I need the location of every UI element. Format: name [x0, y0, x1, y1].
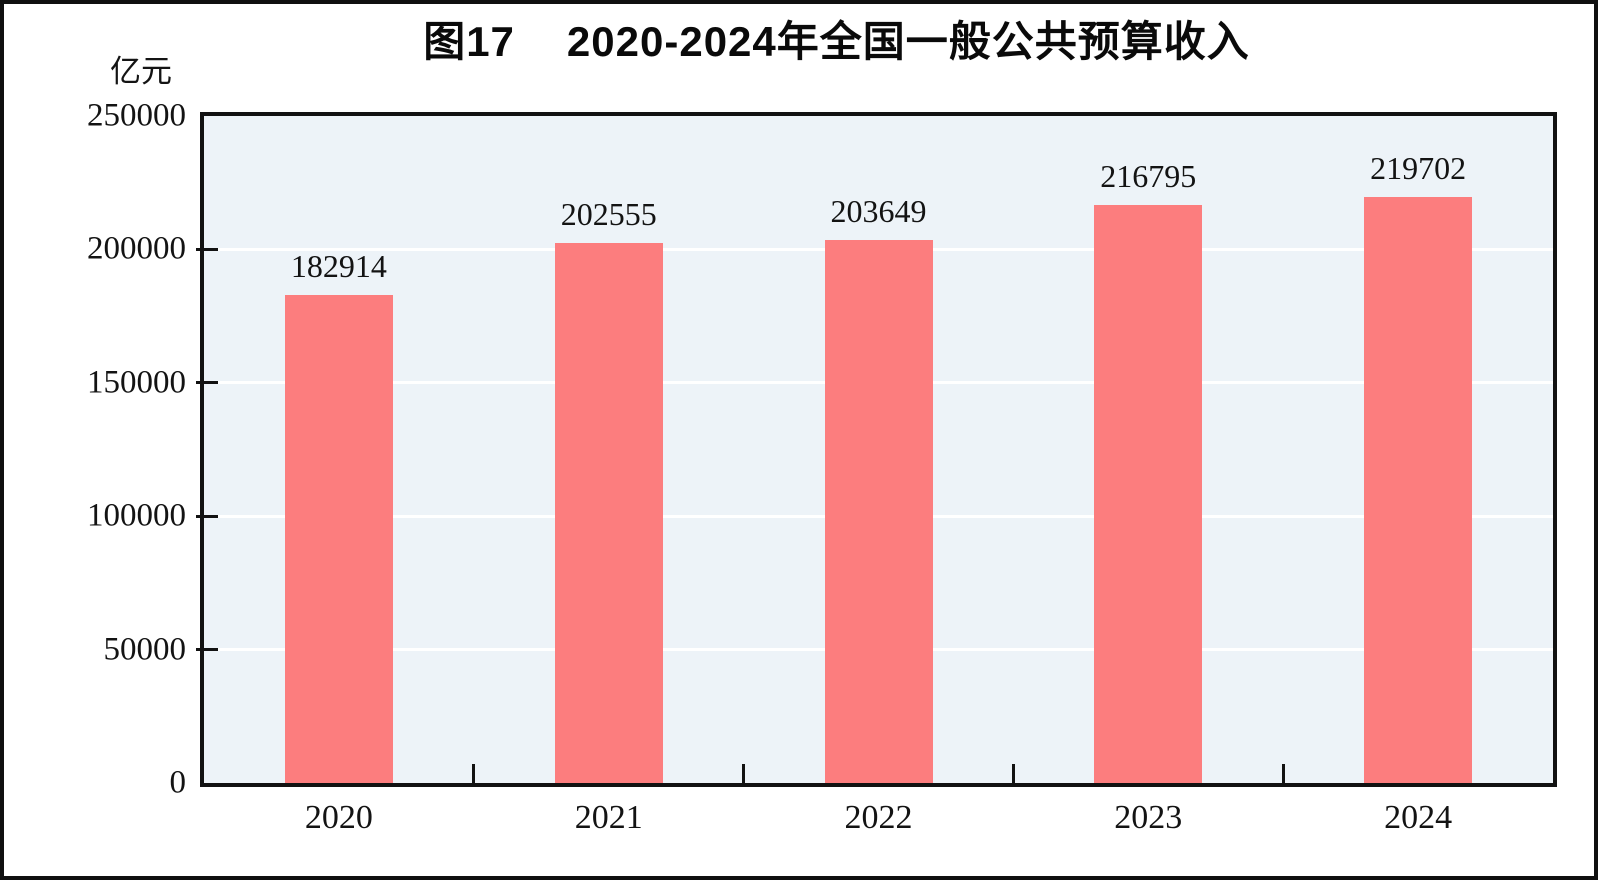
- bar-data-label: 182914: [290, 248, 387, 284]
- y-tick-mark: [196, 514, 218, 518]
- y-tick-label: 250000: [87, 97, 186, 134]
- x-tick-mark: [1281, 764, 1285, 783]
- y-tick-label: 200000: [87, 230, 186, 267]
- bar: [824, 239, 933, 783]
- chart-title-text: 2020-2024年全国一般公共预算收入: [566, 18, 1250, 65]
- bar: [1094, 204, 1203, 783]
- bar: [554, 242, 663, 783]
- x-tick-mark: [1011, 764, 1015, 783]
- y-tick-label: 0: [169, 764, 187, 801]
- y-axis-unit-label: 亿元: [110, 54, 172, 89]
- x-tick-label: 2024: [1384, 799, 1453, 836]
- y-tick-mark: [196, 648, 218, 652]
- bar: [1364, 196, 1473, 783]
- y-tick-label: 150000: [87, 364, 186, 401]
- y-tick-label: 100000: [87, 497, 186, 534]
- bar-data-label: 216795: [1100, 157, 1197, 194]
- bar-data-label: 202555: [560, 195, 657, 232]
- x-tick-mark: [742, 764, 746, 783]
- y-tick-mark: [196, 381, 218, 385]
- x-tick-label: 2021: [574, 799, 643, 836]
- x-tick-label: 2020: [304, 799, 373, 836]
- x-tick-mark: [472, 764, 476, 783]
- x-tick-label: 2023: [1114, 799, 1183, 836]
- chart-title: 图17 2020-2024年全国一般公共预算收入: [160, 8, 1513, 69]
- chart-title-prefix: 图17: [423, 18, 515, 65]
- x-tick-label: 2022: [844, 799, 913, 836]
- y-tick-label: 50000: [103, 631, 187, 668]
- bar: [284, 295, 393, 783]
- bar-data-label: 203649: [830, 192, 927, 229]
- bar-data-label: 219702: [1370, 149, 1467, 186]
- y-tick-mark: [196, 247, 218, 251]
- plot-area: 182914 202555 203649 216795 219702: [196, 112, 1557, 787]
